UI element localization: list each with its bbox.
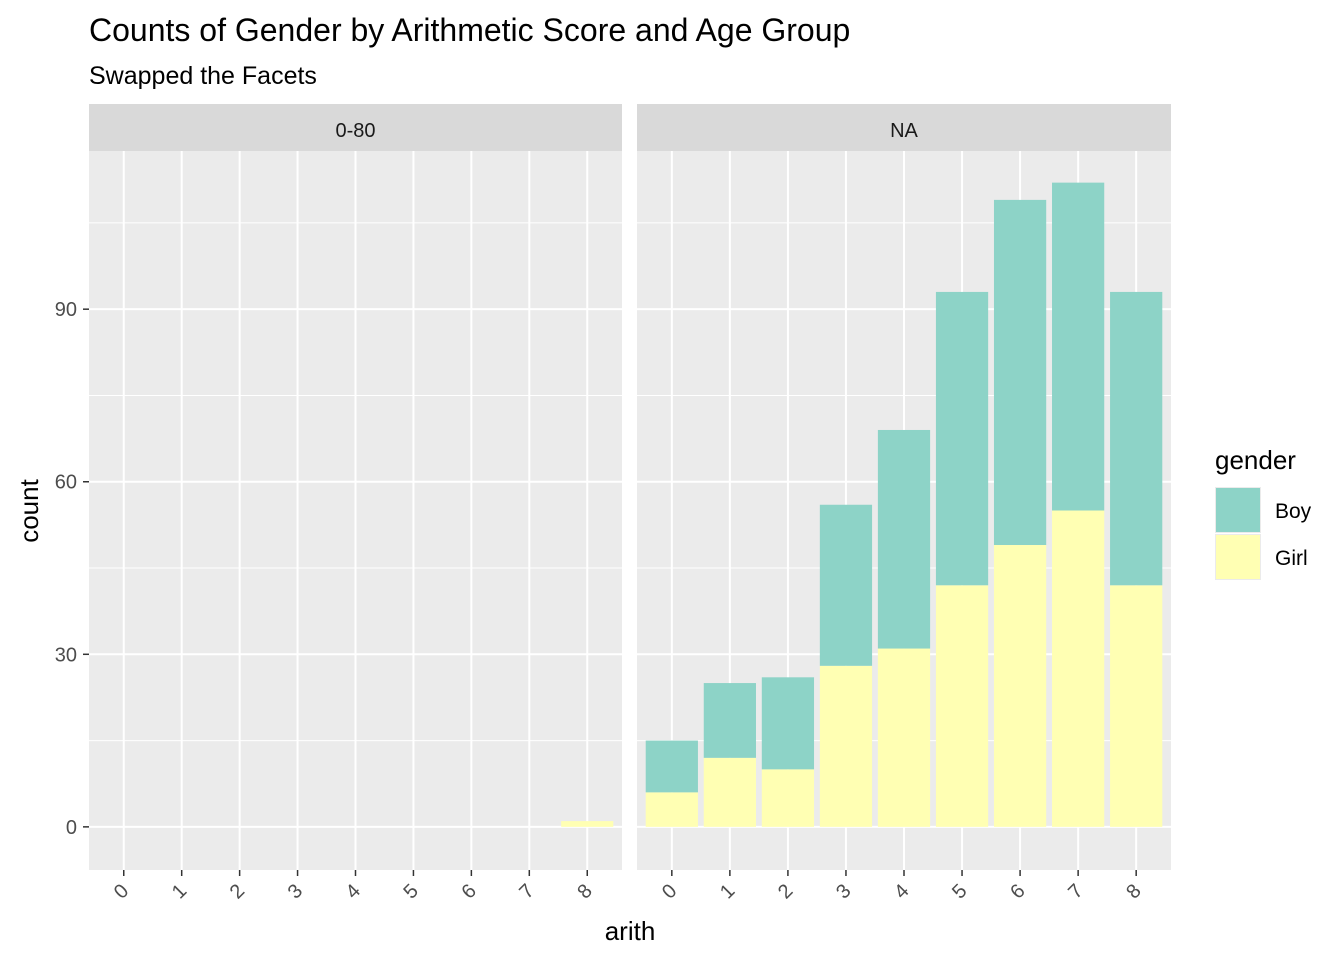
bar-girl-6 [993, 545, 1047, 827]
y-tick-label: 60 [55, 472, 77, 494]
legend-swatch-boy [1216, 488, 1260, 532]
y-tick-label: 0 [66, 817, 77, 839]
x-tick-label: 0 [110, 880, 133, 903]
bar-girl-7 [1052, 510, 1105, 827]
legend-title: gender [1215, 445, 1296, 475]
x-tick-label: 2 [774, 880, 797, 903]
bar-girl-8 [1110, 585, 1163, 827]
facet-panel-1: 0-80 0 1 2 3 4 5 6 7 8 [89, 104, 622, 903]
x-tick-label: 5 [948, 880, 971, 903]
x-tick-label: 8 [573, 880, 596, 903]
x-tick-label: 6 [1006, 880, 1029, 903]
facet-strip [89, 104, 622, 151]
x-tick-label: 1 [168, 880, 191, 903]
facet-panels: 0-80 0 1 2 3 4 5 6 7 8 NA 0 1 2 3 4 5 6 7 8 [89, 104, 1171, 903]
bar-boy-4 [877, 429, 931, 649]
x-tick-label: 7 [515, 880, 538, 903]
x-axis-title: arith [605, 916, 656, 946]
bar-girl-0 [645, 792, 698, 827]
legend-label-boy: Boy [1275, 500, 1312, 523]
chart-subtitle: Swapped the Facets [89, 62, 317, 90]
bar-boy-1 [703, 683, 756, 758]
x-tick-label: 0 [658, 880, 681, 903]
bar-girl-8 [561, 821, 614, 827]
bar-girl-2 [761, 769, 815, 827]
x-tick-label: 5 [400, 880, 423, 903]
y-axis-title: count [14, 478, 44, 542]
x-tick-label: 4 [342, 880, 365, 903]
bar-boy-5 [935, 291, 989, 586]
facet-strip [637, 104, 1171, 151]
bar-boy-0 [645, 740, 698, 793]
x-tick-label: 6 [457, 880, 480, 903]
bar-girl-3 [819, 665, 873, 827]
bar-girl-4 [877, 648, 931, 827]
legend: gender Boy Girl [1215, 445, 1312, 580]
x-tick-label: 1 [716, 880, 739, 903]
bar-boy-2 [761, 677, 815, 770]
x-tick-label: 3 [284, 880, 307, 903]
bar-boy-3 [819, 504, 873, 666]
chart-title: Counts of Gender by Arithmetic Score and… [89, 12, 850, 48]
facet-strip-label: 0-80 [335, 120, 375, 142]
bar-boy-7 [1052, 182, 1105, 511]
facet-strip-label: NA [890, 120, 918, 142]
bar-girl-1 [703, 757, 756, 827]
y-tick-label: 30 [55, 644, 77, 666]
bar-girl-5 [935, 585, 989, 827]
y-axis: 0 30 60 90 [55, 299, 89, 839]
x-tick-label: 3 [832, 880, 855, 903]
x-tick-label: 2 [226, 880, 249, 903]
y-tick-label: 90 [55, 299, 77, 321]
bar-boy-6 [993, 199, 1047, 546]
bar-boy-8 [1110, 291, 1163, 586]
facet-panel-2: NA 0 1 2 3 4 5 6 7 8 [637, 104, 1171, 903]
legend-swatch-girl [1216, 535, 1260, 579]
x-tick-label: 4 [890, 880, 913, 903]
x-tick-label: 7 [1064, 880, 1087, 903]
legend-label-girl: Girl [1275, 547, 1308, 570]
x-tick-label: 8 [1122, 880, 1145, 903]
